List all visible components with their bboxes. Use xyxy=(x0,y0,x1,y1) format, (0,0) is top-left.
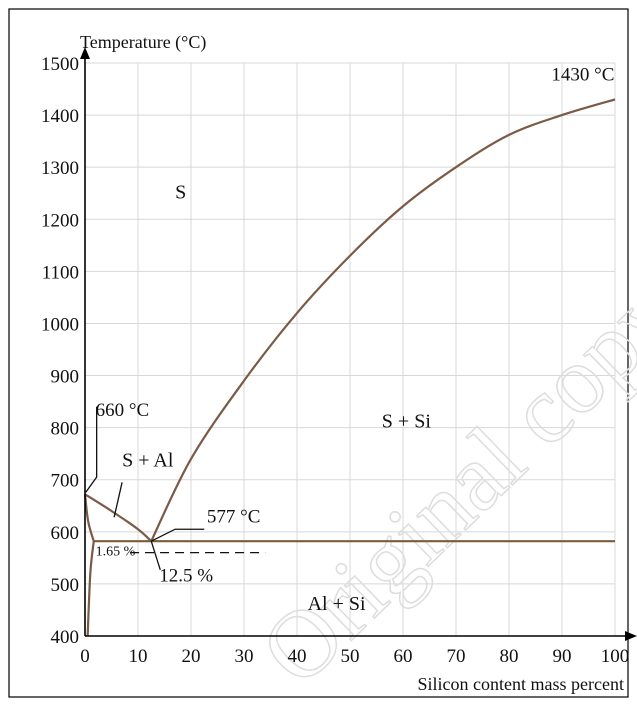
x-tick-label: 0 xyxy=(80,646,90,667)
axes xyxy=(80,47,637,641)
y-tick-label: 1000 xyxy=(41,314,79,335)
x-axis-arrow xyxy=(625,631,637,641)
annotation-label: 660 °C xyxy=(96,400,150,421)
annotation-label: S xyxy=(175,181,186,203)
annotation-labels: S S + Si S + Al Al + Si 660 °C 577 °C 1430 °C 1… xyxy=(96,65,615,615)
x-tick-label: 70 xyxy=(447,646,466,667)
y-tick-label: 1200 xyxy=(41,210,79,231)
annotation-label: 12.5 % xyxy=(159,565,213,586)
leader-12-5 xyxy=(150,541,161,571)
y-tick-label: 1100 xyxy=(42,262,79,283)
x-tick-label: 50 xyxy=(341,646,360,667)
annotation-label: S + Al xyxy=(122,450,174,472)
x-tick-label: 40 xyxy=(288,646,307,667)
watermark-text: Original copy xyxy=(240,260,637,706)
annotation-label: Al + Si xyxy=(308,593,366,615)
x-tick-label: 80 xyxy=(500,646,519,667)
x-tick-label: 100 xyxy=(601,646,630,667)
y-tick-label: 800 xyxy=(51,419,80,440)
x-tick-label: 10 xyxy=(129,646,148,667)
annotation-label: 577 °C xyxy=(207,506,261,527)
x-axis-title: Silicon content mass percent xyxy=(418,674,624,694)
y-tick-label: 500 xyxy=(51,575,80,596)
annotation-label: 1430 °C xyxy=(551,65,614,86)
leader-s-al xyxy=(113,482,123,518)
x-tick-label: 30 xyxy=(235,646,254,667)
annotation-leaders xyxy=(85,406,266,571)
leader-577 xyxy=(150,528,205,542)
x-tick-label: 90 xyxy=(553,646,572,667)
annotation-label: S + Si xyxy=(382,411,432,433)
tick-labels: 0 10 20 30 40 50 60 70 80 90 100 400 500 600 700 800 900… xyxy=(41,54,629,667)
y-axis-title: Temperature (°C) xyxy=(80,32,206,53)
y-tick-label: 600 xyxy=(51,523,80,544)
phase-boundary-line xyxy=(83,494,95,542)
annotation-label: 1.65 % xyxy=(96,544,136,559)
leader-660 xyxy=(85,406,98,493)
phase-boundary-line xyxy=(86,541,95,637)
phase-boundary-line xyxy=(150,98,616,542)
x-tick-label: 60 xyxy=(394,646,413,667)
chart-frame xyxy=(8,8,629,698)
y-tick-label: 1300 xyxy=(41,158,79,179)
y-tick-label: 1500 xyxy=(41,54,79,75)
y-axis-arrow xyxy=(80,47,90,59)
curves xyxy=(83,98,616,637)
y-tick-label: 700 xyxy=(51,471,80,492)
y-tick-label: 1400 xyxy=(41,106,79,127)
watermark-layer: Original copy xyxy=(240,259,637,706)
x-tick-label: 20 xyxy=(182,646,201,667)
y-tick-label: 400 xyxy=(51,627,80,648)
y-tick-label: 900 xyxy=(51,367,80,388)
phase-boundary-line xyxy=(84,493,152,543)
